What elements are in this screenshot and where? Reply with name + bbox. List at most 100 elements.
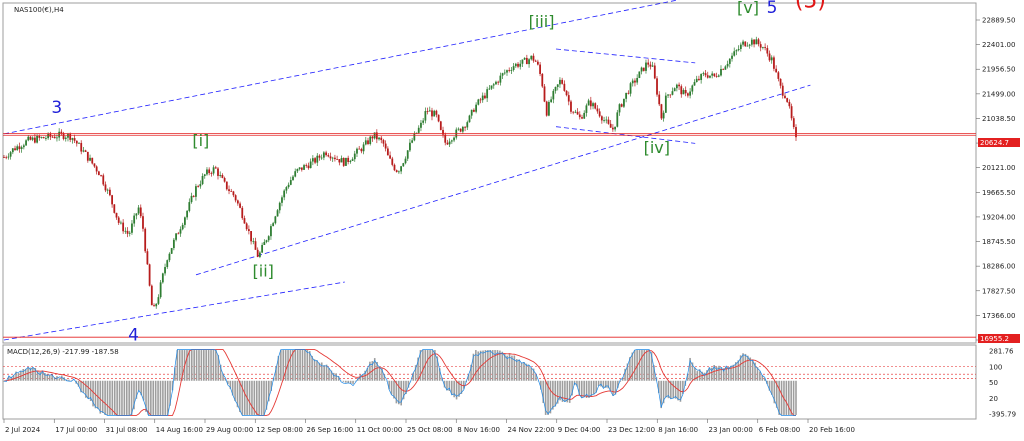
candle-body [382,140,385,144]
time-tick-label: 25 Oct 08:00 [407,426,453,434]
candle-body [250,231,252,242]
candle-body [217,168,219,176]
candle-body [762,47,764,48]
candle-body [678,84,680,87]
candle-body [139,207,142,217]
candle-body [523,57,526,60]
candle-body [711,73,714,76]
candle-body [144,228,147,252]
candle-body [689,91,692,96]
candle-body [693,82,696,86]
candle-body [510,69,513,71]
candle-body [3,157,5,159]
candle-body [413,133,416,141]
candle-body [214,167,217,169]
candle-body [397,171,400,173]
time-tick-label: 20 Feb 16:00 [809,426,855,434]
time-tick-label: 11 Oct 00:00 [357,426,403,434]
time-tick-label: 6 Feb 08:00 [759,426,800,434]
candle-body [503,72,506,74]
candle-body [437,114,440,122]
candle-body [686,93,689,96]
candle-body [170,248,173,254]
candle-body [645,62,647,71]
candle-body [256,249,259,257]
candle-body [380,137,383,141]
candle-body [543,86,546,102]
candle-body [609,123,612,128]
candle-body [56,137,58,139]
candle-body [470,109,473,116]
candle-body [770,57,773,61]
candle-body [488,88,491,90]
candle-body [234,195,237,201]
candle-body [554,86,557,91]
candle-body [195,186,197,197]
candle-body [764,47,767,49]
candle-body [276,210,279,217]
candle-body [653,65,656,79]
wave-label: 5 [767,0,778,18]
candle-body [367,140,369,144]
candle-body [556,84,559,87]
candle-body [230,191,233,192]
candle-body [192,195,195,197]
candle-body [5,157,8,159]
candle-body [446,142,449,145]
candle-body [53,136,56,139]
candle-body [320,157,323,159]
candle-body [334,157,336,160]
candle-body [724,66,727,70]
candle-body [742,41,744,45]
candle-body [296,168,299,172]
price-tick-label: 19665.50 [982,189,1015,197]
candle-body [517,63,519,67]
candle-body [27,136,30,141]
candle-body [433,110,436,117]
price-panel-frame [2,2,977,344]
candle-body [22,145,25,148]
candle-body [274,216,277,224]
candle-body [581,117,583,119]
candle-body [534,60,537,62]
candle-body [709,75,711,78]
candle-body [356,148,358,154]
candle-body [528,59,530,65]
candle-body [150,285,153,306]
candle-body [252,241,255,243]
price-tick-label: 21038.50 [982,115,1015,123]
price-tick-label: 22889.50 [982,17,1015,25]
candle-body [501,73,504,76]
last-price-tag [978,138,1020,147]
candle-body [497,81,500,83]
candle-body [124,230,127,232]
time-tick-label: 12 Sep 08:00 [256,426,303,434]
candle-body [100,175,102,176]
wave-label: [i] [192,131,209,150]
candle-body [461,126,464,132]
candle-body [164,267,166,274]
candle-body [728,58,731,64]
candle-body [664,95,667,113]
macd-label: MACD(12,26,9) -217.99 -187.58 [7,348,119,356]
wave-labels: 3 [i] [ii] 4 [iii] [iv] [v] 5 (5) [51,0,826,345]
candle-body [439,121,442,130]
macd-histogram [3,350,797,415]
middle-channel-line [195,84,811,276]
candle-body [243,218,246,224]
time-tick-label: 24 Nov 22:00 [508,426,555,434]
candle-body [552,90,555,100]
macd-tick-label: 281.76 [989,348,1014,356]
candle-body [422,120,425,123]
candle-body [393,164,396,171]
candle-body [702,73,705,75]
candle-body [448,141,451,145]
candle-body [338,159,341,163]
candle-body [20,147,23,150]
candle-body [329,156,332,159]
candle-body [285,187,288,191]
candle-body [126,230,129,234]
price-tick-label: 18286.00 [982,263,1015,271]
macd-tick-label: 100 [989,363,1002,371]
time-axis: 2 Jul 2024 17 Jul 00:00 31 Jul 08:00 14 Aug… [3,419,855,434]
